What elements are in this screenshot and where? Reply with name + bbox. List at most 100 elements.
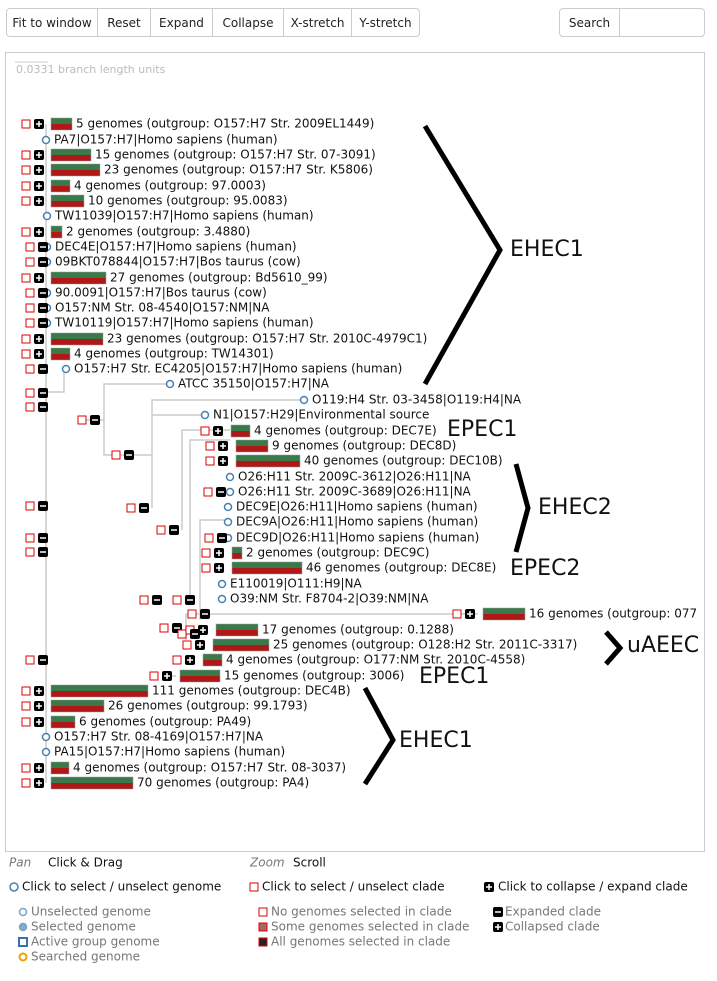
clade-toggle[interactable] <box>38 547 48 557</box>
clade-select[interactable] <box>25 388 35 398</box>
clade-toggle[interactable] <box>465 609 475 619</box>
genome-node[interactable] <box>42 318 52 328</box>
clade-toggle[interactable] <box>185 595 195 605</box>
clade-select[interactable] <box>201 563 211 573</box>
clade-toggle[interactable] <box>169 525 179 535</box>
clade-select[interactable] <box>21 119 31 129</box>
clade-toggle[interactable] <box>34 717 44 727</box>
clade-select[interactable] <box>201 548 211 558</box>
genome-node[interactable] <box>61 364 71 374</box>
clade-select[interactable] <box>126 503 136 513</box>
clade-toggle[interactable] <box>34 349 44 359</box>
clade-select[interactable] <box>25 655 35 665</box>
search-button[interactable]: Search <box>559 8 620 37</box>
genome-node[interactable] <box>223 533 233 543</box>
clade-toggle[interactable] <box>34 778 44 788</box>
clade-toggle[interactable] <box>185 655 195 665</box>
genome-node[interactable] <box>223 517 233 527</box>
clade-select[interactable] <box>452 609 462 619</box>
genome-node[interactable] <box>42 303 52 313</box>
clade-select[interactable] <box>21 227 31 237</box>
clade-select[interactable] <box>21 778 31 788</box>
clade-select[interactable] <box>25 501 35 511</box>
clade-select[interactable] <box>25 288 35 298</box>
genome-node[interactable] <box>217 594 227 604</box>
clade-select[interactable] <box>156 525 166 535</box>
clade-toggle[interactable] <box>218 441 228 451</box>
clade-toggle[interactable] <box>152 595 162 605</box>
clade-select[interactable] <box>205 441 215 451</box>
clade-select[interactable] <box>139 595 149 605</box>
clade-select[interactable] <box>25 303 35 313</box>
clade-select[interactable] <box>177 629 187 639</box>
clade-select[interactable] <box>25 257 35 267</box>
clade-toggle[interactable] <box>38 501 48 511</box>
clade-select[interactable] <box>21 686 31 696</box>
clade-toggle[interactable] <box>190 629 200 639</box>
clade-toggle[interactable] <box>34 150 44 160</box>
clade-select[interactable] <box>21 150 31 160</box>
clade-select[interactable] <box>25 242 35 252</box>
clade-toggle[interactable] <box>200 609 210 619</box>
clade-select[interactable] <box>25 533 35 543</box>
toolbar-button[interactable]: Fit to window <box>6 8 98 37</box>
clade-select[interactable] <box>111 450 121 460</box>
clade-select[interactable] <box>21 334 31 344</box>
clade-select[interactable] <box>187 609 197 619</box>
clade-toggle[interactable] <box>213 426 223 436</box>
genome-node[interactable] <box>41 732 51 742</box>
genome-node[interactable] <box>200 410 210 420</box>
genome-node[interactable] <box>42 257 52 267</box>
clade-select[interactable] <box>25 547 35 557</box>
clade-toggle[interactable] <box>38 533 48 543</box>
clade-toggle[interactable] <box>34 334 44 344</box>
genome-node[interactable] <box>42 288 52 298</box>
clade-select[interactable] <box>172 595 182 605</box>
clade-toggle[interactable] <box>162 671 172 681</box>
genome-node[interactable] <box>165 379 175 389</box>
genome-node[interactable] <box>225 487 235 497</box>
clade-toggle[interactable] <box>34 273 44 283</box>
clade-select[interactable] <box>205 456 215 466</box>
toolbar-button[interactable]: Reset <box>97 8 151 37</box>
clade-toggle[interactable] <box>90 415 100 425</box>
clade-toggle[interactable] <box>218 456 228 466</box>
genome-node[interactable] <box>217 579 227 589</box>
clade-toggle[interactable] <box>34 763 44 773</box>
clade-toggle[interactable] <box>34 119 44 129</box>
clade-toggle[interactable] <box>216 487 226 497</box>
genome-node[interactable] <box>223 502 233 512</box>
clade-select[interactable] <box>172 655 182 665</box>
toolbar-button[interactable]: X-stretch <box>283 8 352 37</box>
clade-select[interactable] <box>21 196 31 206</box>
clade-toggle[interactable] <box>38 288 48 298</box>
genome-node[interactable] <box>41 747 51 757</box>
clade-toggle[interactable] <box>38 303 48 313</box>
clade-toggle[interactable] <box>38 388 48 398</box>
clade-toggle[interactable] <box>214 563 224 573</box>
clade-toggle[interactable] <box>34 196 44 206</box>
clade-select[interactable] <box>21 717 31 727</box>
toolbar-button[interactable]: Collapse <box>212 8 284 37</box>
clade-select[interactable] <box>21 165 31 175</box>
clade-select[interactable] <box>182 640 192 650</box>
clade-toggle[interactable] <box>38 402 48 412</box>
genome-node[interactable] <box>41 135 51 145</box>
clade-select[interactable] <box>203 487 213 497</box>
clade-toggle[interactable] <box>124 450 134 460</box>
clade-toggle[interactable] <box>38 257 48 267</box>
clade-select[interactable] <box>149 671 159 681</box>
clade-select[interactable] <box>21 701 31 711</box>
clade-select[interactable] <box>25 318 35 328</box>
clade-toggle[interactable] <box>172 623 182 633</box>
genome-node[interactable] <box>42 211 52 221</box>
clade-select[interactable] <box>25 364 35 374</box>
clade-select[interactable] <box>21 181 31 191</box>
clade-select[interactable] <box>25 402 35 412</box>
genome-node[interactable] <box>225 472 235 482</box>
clade-toggle[interactable] <box>34 701 44 711</box>
clade-select[interactable] <box>77 415 87 425</box>
clade-toggle[interactable] <box>34 227 44 237</box>
clade-select[interactable] <box>21 763 31 773</box>
clade-toggle[interactable] <box>195 640 205 650</box>
